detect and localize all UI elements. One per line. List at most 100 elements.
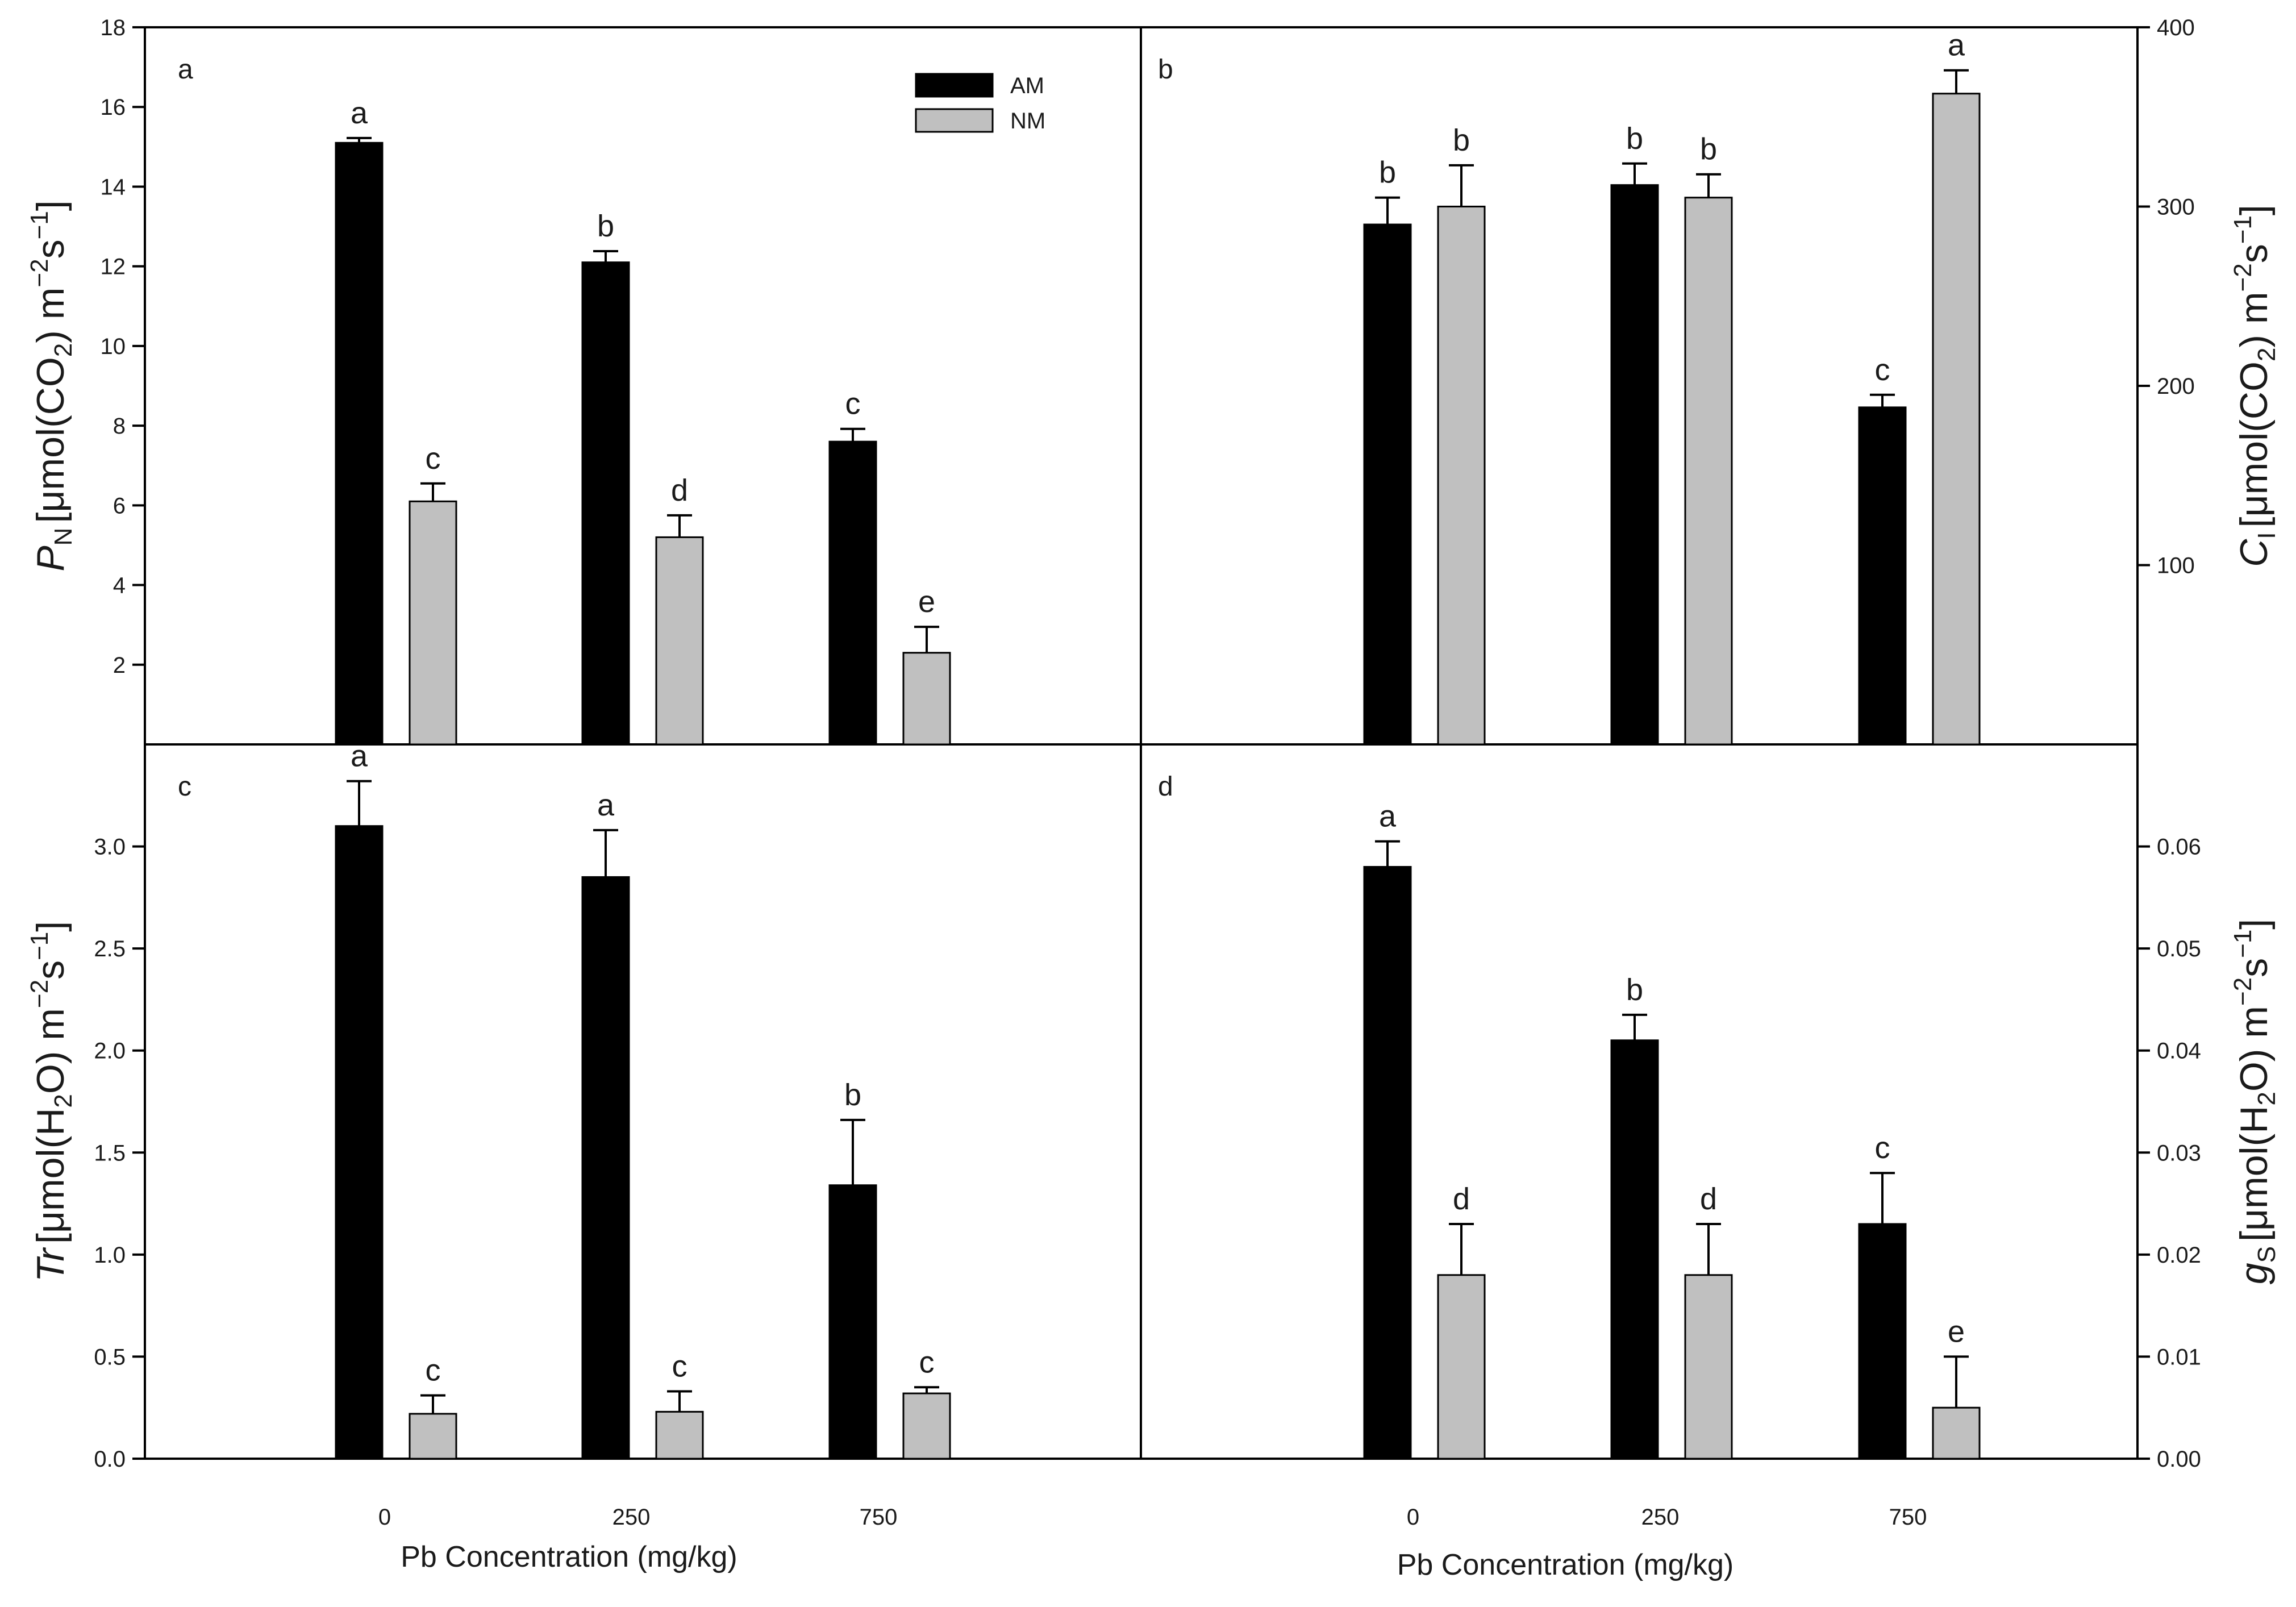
significance-letter: c	[426, 1354, 441, 1388]
x-axis-label: Pb Concentration (mg/kg)	[1397, 1548, 1734, 1581]
significance-letter: b	[597, 209, 614, 243]
y-tick-label: 6	[113, 493, 126, 518]
y-axis-unit-exponent: −1	[26, 211, 53, 239]
bar-nm	[655, 1410, 704, 1460]
bar-am	[581, 261, 630, 746]
x-tick-label: 750	[1889, 1505, 1927, 1530]
bar-am	[335, 141, 384, 746]
bar-nm	[409, 1413, 457, 1460]
y-axis-unit-close: ]	[2232, 205, 2276, 215]
y-axis-unit: O) m	[29, 1008, 72, 1094]
y-tick-label: 18	[101, 15, 126, 40]
bar-nm	[1684, 1274, 1733, 1460]
y-axis-symbol-subscript: S	[2253, 1246, 2281, 1263]
y-tick-label: 1.5	[94, 1140, 126, 1165]
y-tick-label: 0.00	[2157, 1447, 2201, 1472]
significance-letter: c	[426, 442, 441, 476]
y-axis-unit-prefix: [μmol(CO	[2232, 361, 2276, 527]
bar-am	[1858, 1223, 1907, 1460]
bar-am	[1610, 184, 1659, 746]
significance-letter: c	[845, 387, 861, 421]
x-tick-label: 250	[1641, 1505, 1680, 1530]
y-tick-label: 0.02	[2157, 1243, 2201, 1268]
y-axis-unit-exponent: −2	[26, 259, 53, 287]
significance-letter: b	[1379, 156, 1396, 190]
bar-nm	[1684, 197, 1733, 746]
panel-letter: a	[178, 55, 193, 85]
y-axis-unit-prefix: [μmol(H	[2232, 1106, 2276, 1242]
significance-letter: c	[919, 1345, 935, 1379]
y-axis-symbol: C	[2232, 539, 2276, 567]
bar-am	[828, 1184, 877, 1460]
legend-label-nm: NM	[1010, 109, 1045, 134]
y-tick-label: 400	[2157, 15, 2195, 40]
y-axis-symbol: P	[29, 546, 72, 571]
y-tick-label: 2.0	[94, 1039, 126, 1064]
significance-letter: b	[1700, 132, 1717, 166]
y-axis-label: CI [μmol(CO2) m−2s−1]	[2229, 205, 2281, 567]
y-tick-label: 2	[113, 653, 126, 678]
panel-d: d 0.00 0.01 0.02 0.03 0.04 0.05 0.06 gS [μmol(H2O…	[1158, 772, 2281, 1581]
y-tick-label: 0.04	[2157, 1039, 2201, 1064]
bar-nm	[1437, 1274, 1486, 1460]
y-tick-label: 10	[101, 334, 126, 359]
significance-letter: a	[351, 739, 368, 773]
significance-letter: a	[1379, 800, 1397, 834]
y-axis-unit-subscript: 2	[2253, 1092, 2281, 1105]
y-axis-unit-subscript: 2	[49, 1094, 77, 1108]
legend-label-am: AM	[1010, 73, 1044, 98]
significance-letter: d	[671, 473, 688, 507]
bar-nm	[1932, 1406, 1981, 1460]
y-axis-unit-exponent: −1	[26, 932, 53, 960]
y-tick-label: 8	[113, 414, 126, 439]
significance-letter: b	[1453, 123, 1470, 157]
y-tick-label: 2.5	[94, 936, 126, 961]
y-tick-label: 1.0	[94, 1243, 126, 1268]
bar-am	[1610, 1039, 1659, 1460]
y-axis-symbol-subscript: I	[2253, 532, 2281, 539]
bar-nm	[1932, 93, 1981, 746]
y-axis-unit-exponent: −1	[2229, 215, 2257, 244]
y-axis-unit: ) m	[29, 288, 72, 343]
y-axis-unit: O) m	[2232, 1006, 2276, 1092]
y-tick-label: 0.06	[2157, 835, 2201, 860]
y-axis-unit-prefix: [μmol(H	[29, 1108, 72, 1244]
y-axis-unit-close: ]	[29, 921, 72, 932]
y-axis-symbol: Tr	[29, 1247, 72, 1282]
y-axis-label: PN [μmol(CO2) m−2s−1]	[26, 200, 77, 571]
y-tick-label: 4	[113, 573, 126, 598]
legend-swatch-nm	[915, 108, 994, 133]
panel-letter: c	[178, 772, 191, 802]
legend: AM NM	[915, 73, 1045, 134]
y-axis-unit-s: s	[2232, 244, 2276, 263]
significance-letter: e	[918, 585, 935, 619]
y-axis-unit-exponent: −2	[26, 980, 53, 1008]
significance-letter: c	[1875, 353, 1890, 387]
y-axis-label: gS [μmol(H2O) m−2s−1]	[2229, 919, 2281, 1284]
significance-letter: a	[1948, 28, 1965, 63]
y-axis-unit-close: ]	[29, 200, 72, 211]
y-axis-unit-exponent: −2	[2229, 263, 2257, 292]
y-axis-unit: ) m	[2232, 292, 2276, 347]
bar-am	[335, 825, 384, 1460]
bar-am	[1363, 865, 1412, 1460]
y-axis-unit-exponent: −2	[2229, 977, 2257, 1006]
legend-swatch-am	[915, 73, 994, 98]
y-tick-label: 0.01	[2157, 1344, 2201, 1369]
bar-am	[1858, 406, 1907, 746]
y-axis-unit-exponent: −1	[2229, 930, 2257, 958]
significance-letter: b	[1626, 973, 1643, 1007]
panel-b: b 100 200 300 400 CI [μmol(CO2) m−2s−1] b b c b b a	[1158, 15, 2281, 746]
significance-letter: a	[597, 788, 615, 822]
bar-nm	[409, 500, 457, 746]
bar-nm	[1437, 206, 1486, 746]
y-tick-label: 0.5	[94, 1344, 126, 1369]
significance-letter: c	[672, 1349, 687, 1383]
y-axis-unit-s: s	[2232, 958, 2276, 977]
y-tick-label: 0.0	[94, 1447, 126, 1472]
y-axis-label: Tr[μmol(H2O) m−2s−1]	[26, 921, 77, 1282]
significance-letter: d	[1453, 1182, 1470, 1216]
y-tick-label: 200	[2157, 374, 2195, 399]
